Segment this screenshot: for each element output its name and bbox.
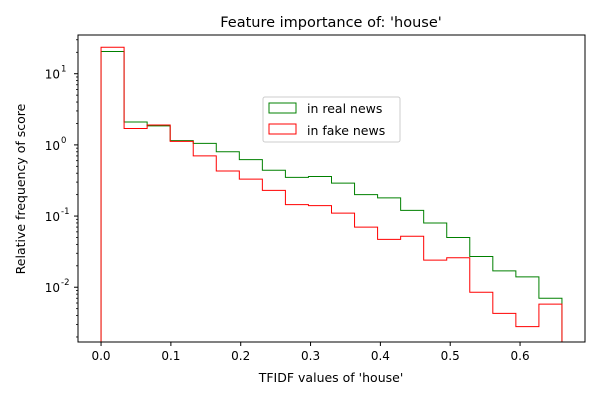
chart-title: Feature importance of: 'house' (220, 15, 442, 31)
y-axis-label: Relative frequency of score (13, 103, 28, 274)
series-fake-step (100, 46, 563, 342)
legend-swatch-real (268, 102, 297, 114)
legend-label-real: in real news (307, 101, 382, 116)
y-tick-exponent: -2 (61, 278, 69, 288)
y-tick-exponent: 0 (61, 136, 66, 146)
y-tick-label: 10 (45, 210, 60, 224)
x-tick-label: 0.2 (231, 349, 250, 363)
y-tick-label: 10 (45, 139, 60, 153)
legend-label-fake: in fake news (307, 123, 385, 138)
x-tick-label: 0.6 (511, 349, 530, 363)
x-tick-label: 0.5 (441, 349, 460, 363)
legend-swatch-fake (268, 123, 297, 135)
x-tick-label: 0.4 (371, 349, 390, 363)
y-tick-exponent: 1 (61, 65, 66, 75)
x-axis-label: TFIDF values of 'house' (258, 370, 404, 385)
x-tick-label: 0.1 (161, 349, 180, 363)
legend-box (262, 96, 401, 143)
x-tick-label: 0.3 (301, 349, 320, 363)
legend: in real news in fake news (262, 96, 401, 143)
series-layer (100, 46, 563, 342)
x-axis: 0.0 0.1 0.2 0.3 0.4 0.5 0.6 (91, 342, 530, 363)
y-tick-exponent: -1 (61, 207, 69, 217)
plot-frame (77, 34, 586, 343)
y-tick-label: 10 (45, 281, 60, 295)
y-tick-label: 10 (45, 68, 60, 82)
x-tick-label: 0.0 (91, 349, 110, 363)
